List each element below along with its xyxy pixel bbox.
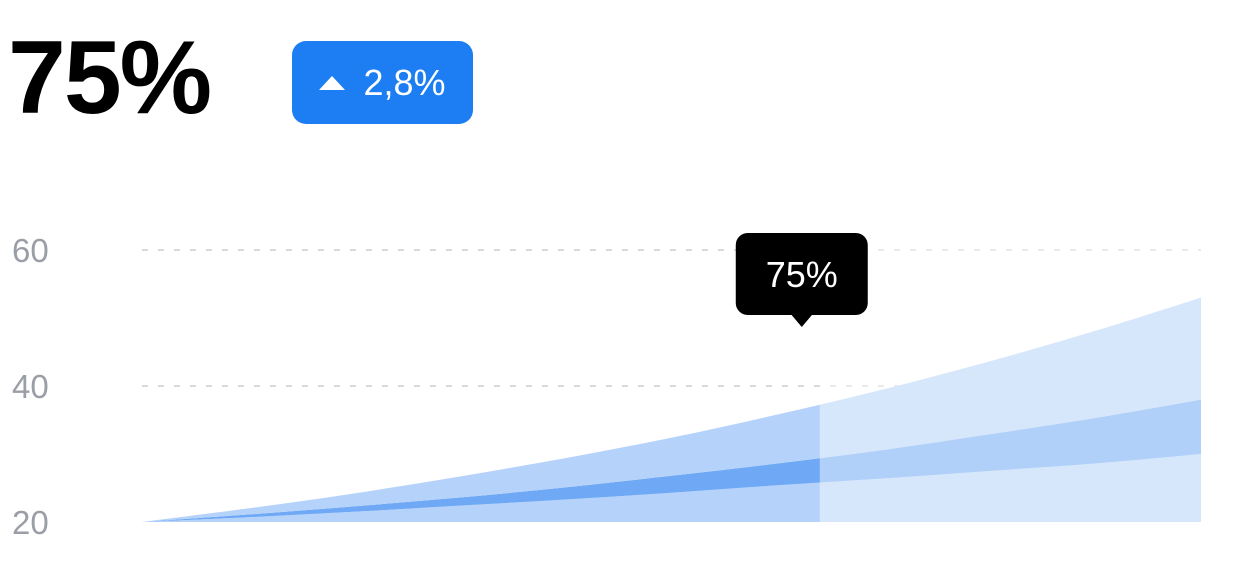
tooltip-box — [735, 233, 868, 315]
tooltip: 75% — [735, 233, 868, 327]
y-tick-label: 60 — [12, 232, 49, 269]
change-value: 2,8% — [363, 61, 446, 103]
kpi-value: 75% — [8, 20, 212, 136]
tooltip-value: 75% — [766, 254, 838, 295]
y-tick-label: 40 — [12, 368, 49, 405]
y-tick-label: 20 — [12, 504, 49, 541]
tooltip-pointer — [790, 314, 813, 327]
series-area-lower — [142, 454, 1201, 522]
triangle-up-icon — [319, 75, 346, 90]
change-badge: 2,8% — [292, 41, 473, 124]
future-overlay — [819, 200, 1244, 524]
series-area-upper — [142, 297, 1201, 522]
series-area-middle — [142, 399, 1201, 522]
